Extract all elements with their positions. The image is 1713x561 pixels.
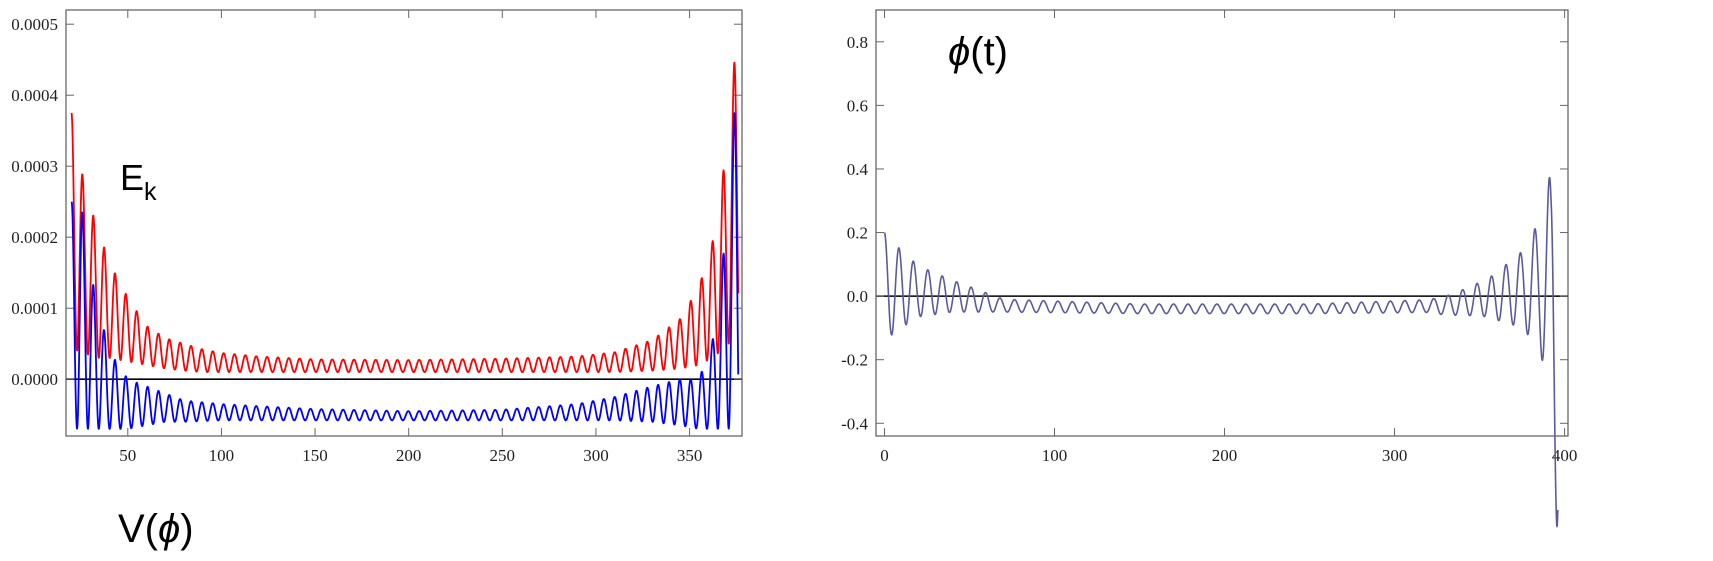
plot-frame <box>875 9 1569 437</box>
y-tick-label: 0.0003 <box>11 157 58 176</box>
phi-t-label: ϕ(t) <box>948 30 1008 74</box>
y-tick-label: 0.6 <box>847 96 868 115</box>
x-tick-label: 0 <box>880 446 889 465</box>
axis-ticks: 50 100 150 200 250 300 350 0.0000 0.0001 0.0002 0.… <box>11 10 742 465</box>
x-tick-label: 300 <box>583 446 609 465</box>
energy-chart: 50 100 150 200 250 300 350 0.0000 0.0001 0.0002 0.… <box>11 9 743 551</box>
x-tick-label: 400 <box>1552 446 1578 465</box>
x-tick-label: 100 <box>1042 446 1068 465</box>
y-tick-label: 0.0001 <box>11 299 58 318</box>
potential-label: V(ϕ) <box>118 507 194 551</box>
y-tick-label: 0.0 <box>847 287 868 306</box>
y-tick-label: -0.4 <box>841 414 868 433</box>
x-tick-label: 200 <box>1212 446 1238 465</box>
series-line-1 <box>70 61 740 374</box>
y-tick-label: -0.2 <box>841 351 868 370</box>
x-tick-label: 50 <box>119 446 136 465</box>
series-group <box>70 61 740 430</box>
y-tick-label: 0.0000 <box>11 370 58 389</box>
series-line-1 <box>883 176 1559 528</box>
x-tick-label: 350 <box>677 446 703 465</box>
field-chart: 0 100 200 300 400 -0.4 -0.2 0.0 0.2 0.4 0.6 0.8 ϕ(t… <box>841 9 1577 528</box>
series-line-2 <box>70 112 740 430</box>
x-tick-label: 200 <box>396 446 422 465</box>
y-tick-label: 0.0004 <box>11 86 58 105</box>
plot-frame <box>65 9 743 437</box>
y-tick-label: 0.2 <box>847 224 868 243</box>
x-tick-label: 150 <box>302 446 328 465</box>
axis-ticks: 0 100 200 300 400 -0.4 -0.2 0.0 0.2 0.4 0.6 0.8 <box>841 10 1577 465</box>
y-tick-label: 0.8 <box>847 33 868 52</box>
x-tick-label: 100 <box>209 446 235 465</box>
series-group <box>883 176 1559 528</box>
y-tick-label: 0.4 <box>847 160 869 179</box>
x-tick-label: 250 <box>490 446 516 465</box>
y-tick-label: 0.0002 <box>11 228 58 247</box>
y-tick-label: 0.0005 <box>11 15 58 34</box>
x-tick-label: 300 <box>1382 446 1408 465</box>
ek-label: Ek <box>120 157 157 206</box>
